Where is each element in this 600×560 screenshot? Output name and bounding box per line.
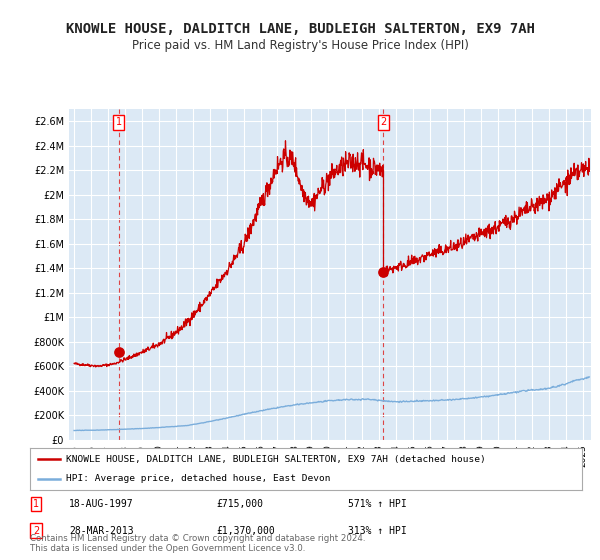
Text: HPI: Average price, detached house, East Devon: HPI: Average price, detached house, East… — [66, 474, 331, 483]
Text: KNOWLE HOUSE, DALDITCH LANE, BUDLEIGH SALTERTON, EX9 7AH (detached house): KNOWLE HOUSE, DALDITCH LANE, BUDLEIGH SA… — [66, 455, 485, 464]
Text: 28-MAR-2013: 28-MAR-2013 — [69, 526, 134, 536]
Text: £715,000: £715,000 — [216, 499, 263, 509]
Text: 2: 2 — [380, 118, 386, 128]
Point — [114, 348, 124, 357]
Text: £1,370,000: £1,370,000 — [216, 526, 275, 536]
Text: 1: 1 — [116, 118, 122, 128]
Text: 18-AUG-1997: 18-AUG-1997 — [69, 499, 134, 509]
Text: Price paid vs. HM Land Registry's House Price Index (HPI): Price paid vs. HM Land Registry's House … — [131, 39, 469, 52]
Text: 313% ↑ HPI: 313% ↑ HPI — [348, 526, 407, 536]
Text: 1: 1 — [33, 499, 39, 509]
Point — [379, 268, 388, 277]
Text: Contains HM Land Registry data © Crown copyright and database right 2024.
This d: Contains HM Land Registry data © Crown c… — [30, 534, 365, 553]
Text: 2: 2 — [33, 526, 39, 536]
Text: KNOWLE HOUSE, DALDITCH LANE, BUDLEIGH SALTERTON, EX9 7AH: KNOWLE HOUSE, DALDITCH LANE, BUDLEIGH SA… — [65, 22, 535, 36]
Text: 571% ↑ HPI: 571% ↑ HPI — [348, 499, 407, 509]
